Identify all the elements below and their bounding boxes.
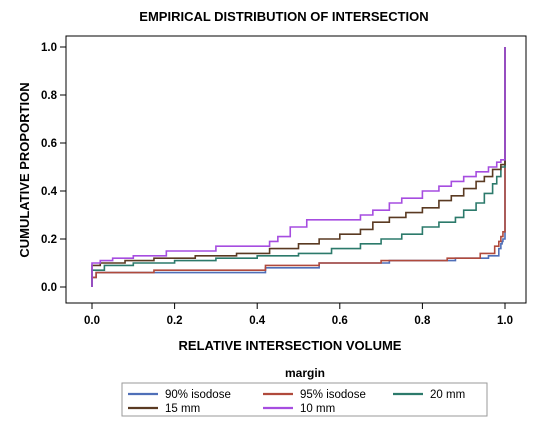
- x-tick-label: 0.8: [414, 315, 431, 327]
- y-axis-label: CUMULATIVE PROPORTION: [17, 82, 32, 257]
- y-tick-label: 1.0: [41, 42, 57, 54]
- y-tick-label: 0.0: [41, 282, 57, 294]
- x-tick-label: 0.0: [84, 315, 100, 327]
- legend-box: [121, 382, 488, 417]
- chart-title: EMPIRICAL DISTRIBUTION OF INTERSECTION: [139, 9, 428, 24]
- legend: margin 90% isodose 95% isodose 20 mm 15 mm 1…: [121, 366, 488, 417]
- y-tick-label: 0.4: [41, 186, 58, 198]
- legend-entry-label-2: 20 mm: [430, 389, 465, 401]
- x-axis-label: RELATIVE INTERSECTION VOLUME: [179, 338, 402, 353]
- y-axis: 0.0 0.2 0.4 0.6 0.8 1.0: [41, 42, 66, 294]
- series-line-3: [91, 47, 506, 287]
- legend-entry-label-1: 95% isodose: [300, 389, 366, 401]
- x-tick-label: 1.0: [497, 315, 513, 327]
- legend-entry-label-4: 10 mm: [300, 403, 335, 415]
- series-line-4: [91, 47, 506, 287]
- legend-title: margin: [285, 366, 325, 380]
- x-axis: 0.0 0.2 0.4 0.6 0.8 1.0: [84, 303, 513, 327]
- series-line-2: [91, 47, 506, 287]
- x-tick-label: 0.6: [332, 315, 348, 327]
- y-tick-label: 0.8: [41, 90, 58, 102]
- x-tick-label: 0.2: [167, 315, 183, 327]
- y-tick-label: 0.6: [41, 138, 57, 150]
- y-tick-label: 0.2: [41, 234, 57, 246]
- legend-entry-label-3: 15 mm: [165, 403, 200, 415]
- series-line-1: [91, 47, 506, 287]
- x-tick-label: 0.4: [249, 315, 266, 327]
- series-lines: [91, 47, 506, 287]
- legend-entry-label-0: 90% isodose: [165, 389, 231, 401]
